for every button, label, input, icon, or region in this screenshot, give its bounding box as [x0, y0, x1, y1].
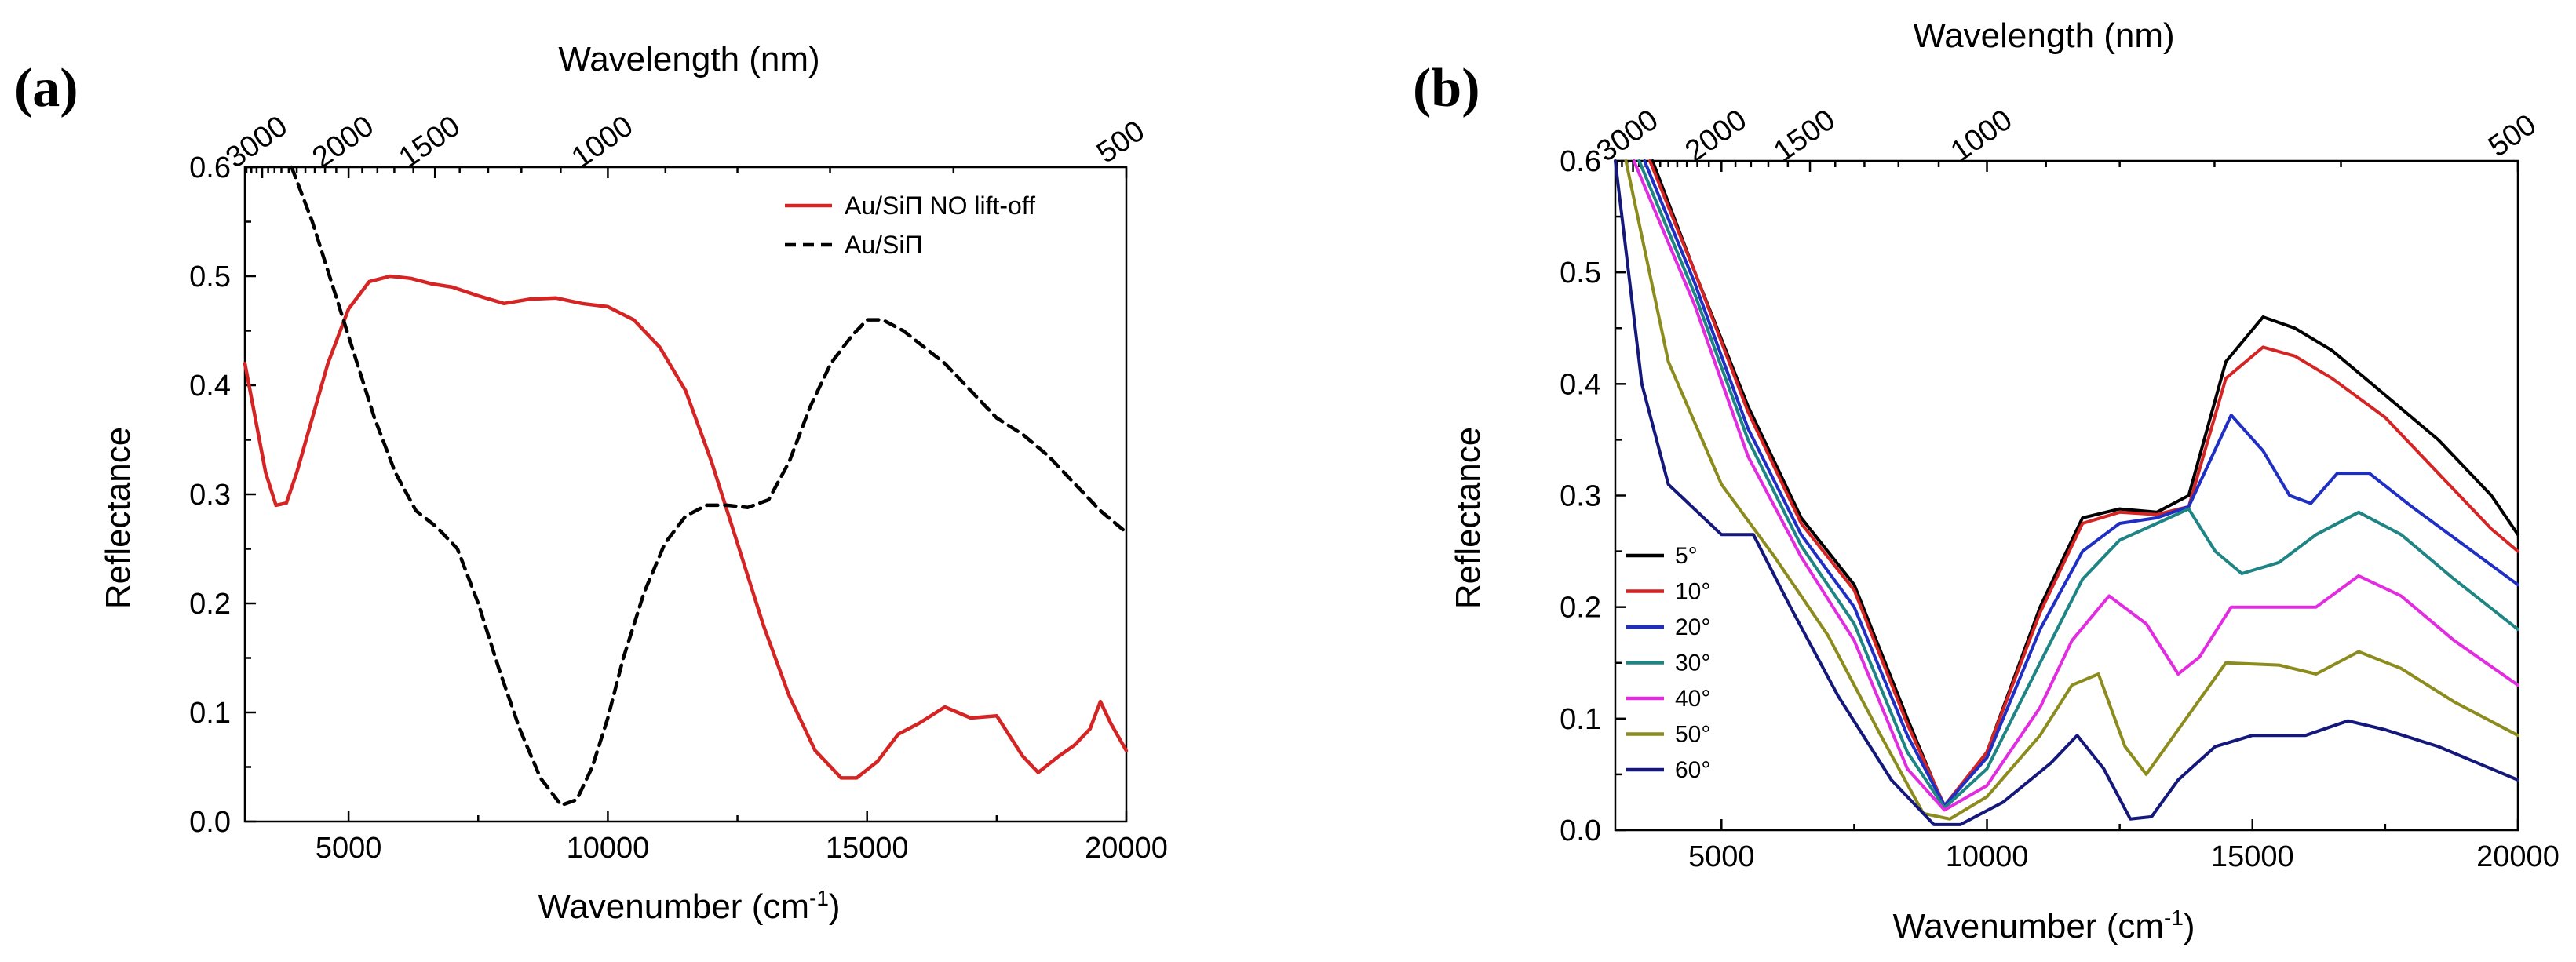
top-axis-title-a: Wavelength (nm)	[558, 40, 819, 78]
x-tick-label: 20000	[1085, 832, 1168, 865]
y-tick-label: 0.5	[1560, 257, 1601, 290]
y-tick-label: 0.6	[1560, 145, 1601, 178]
y-tick-label: 0.5	[189, 261, 231, 293]
y-tick-label: 0.0	[1560, 814, 1601, 847]
x-tick-label: 20000	[2476, 840, 2560, 873]
legend-label: Au/SiΠ	[845, 231, 923, 259]
x-tick-label: 15000	[826, 832, 909, 865]
panel-label-a: (a)	[14, 58, 78, 118]
x-axis-title-a: Wavenumber (cm-1)	[538, 886, 840, 926]
x-tick-label: 10000	[1946, 840, 2029, 873]
x-tick-label: 5000	[1688, 840, 1755, 873]
legend-label: 30°	[1675, 650, 1710, 676]
y-tick-label: 0.4	[189, 370, 231, 403]
y-tick-label: 0.3	[1560, 480, 1601, 513]
panel-label-b: (b)	[1413, 58, 1480, 118]
y-tick-label: 0.1	[189, 697, 231, 730]
y-tick-label: 0.0	[189, 806, 231, 839]
legend-label: 60°	[1675, 757, 1710, 783]
x-axis-title-b: Wavenumber (cm-1)	[1892, 906, 2195, 946]
y-tick-label: 0.3	[189, 479, 231, 512]
y-tick-label: 0.1	[1560, 703, 1601, 736]
legend-label: 40°	[1675, 686, 1710, 712]
y-axis-title-b: Reflectance	[1449, 427, 1487, 609]
legend-label: 5°	[1675, 543, 1698, 569]
y-axis-title-a: Reflectance	[99, 427, 137, 609]
top-axis-title-b: Wavelength (nm)	[1913, 16, 2174, 55]
y-tick-label: 0.6	[189, 151, 231, 184]
x-tick-label: 10000	[567, 832, 650, 865]
legend-label: 20°	[1675, 614, 1710, 640]
y-tick-label: 0.2	[1560, 592, 1601, 625]
y-tick-label: 0.2	[189, 588, 231, 621]
legend-label: 50°	[1675, 722, 1710, 748]
legend-label: Au/SiΠ NO lift-off	[845, 191, 1035, 220]
x-tick-label: 5000	[316, 832, 382, 865]
y-tick-label: 0.4	[1560, 368, 1601, 401]
legend-label: 10°	[1675, 579, 1710, 605]
x-tick-label: 15000	[2211, 840, 2294, 873]
